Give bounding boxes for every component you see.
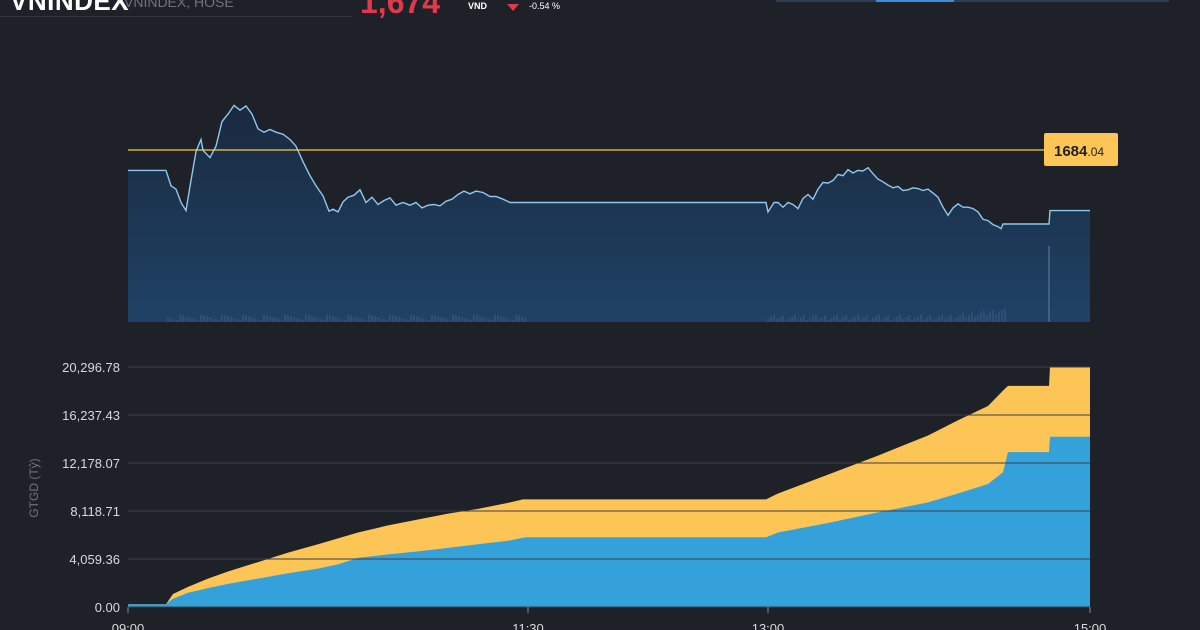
- x-tick-label: 09:00: [112, 621, 145, 630]
- axes: GTGD (Tỷ) 20,296.78 16,237.43 12,178.07 8,1…: [27, 360, 1106, 630]
- y-tick-label: 12,178.07: [62, 456, 120, 471]
- reference-price-label: 1684.04: [1044, 133, 1118, 166]
- y-tick-label: 8,118.71: [70, 504, 120, 519]
- change-percent: -0.54 %: [529, 1, 561, 11]
- value-series-lower: [128, 436, 1090, 607]
- price-area: [128, 105, 1090, 323]
- y-tick-label: 20,296.78: [62, 360, 120, 375]
- index-price: 1,674: [360, 0, 441, 20]
- svg-text:1684.04: 1684.04: [1054, 143, 1104, 160]
- y-tick-label: 16,237.43: [62, 408, 120, 423]
- price-panel: [128, 104, 1090, 323]
- price-volume-ticks: [167, 246, 1050, 322]
- header-bar: VNINDEX VNINDEX, HOSE 1,674 VND -0.54 %: [0, 0, 1200, 20]
- range-slider-track[interactable]: [776, 0, 1169, 2]
- header-divider: [0, 16, 352, 17]
- value-panel: [128, 367, 1090, 607]
- index-name: VNINDEX: [10, 0, 130, 16]
- reference-label-main: 1684: [1054, 143, 1088, 160]
- range-slider-handle[interactable]: [876, 0, 954, 2]
- x-tick-label: 11:30: [512, 621, 544, 630]
- index-subtitle: VNINDEX, HOSE: [124, 0, 234, 10]
- down-arrow-icon: [507, 4, 519, 11]
- reference-label-decimals: .04: [1087, 145, 1104, 159]
- reference-label-box: [1044, 133, 1118, 166]
- currency-label: VND: [468, 1, 488, 11]
- y-tick-label: 0.00: [95, 600, 120, 615]
- x-tick-label: 15:00: [1074, 621, 1107, 630]
- x-tick-label: 13:00: [752, 621, 785, 630]
- y-axis-title: GTGD (Tỷ): [27, 458, 41, 517]
- y-tick-label: 4,059.36: [69, 552, 120, 567]
- price-line: [128, 104, 1090, 230]
